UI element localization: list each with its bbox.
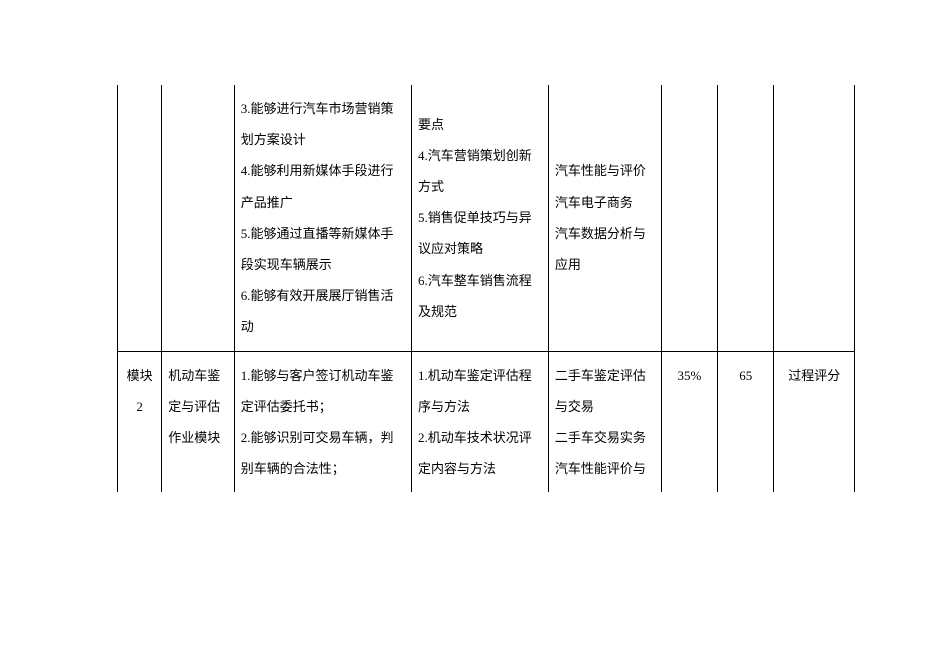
percentage-cell [661, 85, 717, 351]
table-row: 模块2 机动车鉴定与评估作业模块 1.能够与客户签订机动车鉴定评估委托书； 2.… [118, 351, 855, 492]
hours-cell [718, 85, 774, 351]
module-id-cell [118, 85, 162, 351]
ability-cell: 1.能够与客户签订机动车鉴定评估委托书； 2.能够识别可交易车辆，判别车辆的合法… [234, 351, 411, 492]
table-row: 3.能够进行汽车市场营销策划方案设计 4.能够利用新媒体手段进行产品推广 5.能… [118, 85, 855, 351]
ability-cell: 3.能够进行汽车市场营销策划方案设计 4.能够利用新媒体手段进行产品推广 5.能… [234, 85, 411, 351]
percentage-cell: 35% [661, 351, 717, 492]
module-id-cell: 模块2 [118, 351, 162, 492]
course-cell: 汽车性能与评价 汽车电子商务 汽车数据分析与应用 [548, 85, 661, 351]
evaluation-cell [774, 85, 855, 351]
course-cell: 二手车鉴定评估与交易 二手车交易实务 汽车性能评价与 [548, 351, 661, 492]
module-name-cell: 机动车鉴定与评估作业模块 [162, 351, 234, 492]
knowledge-cell: 要点 4.汽车营销策划创新方式 5.销售促单技巧与异议应对策略 6.汽车整车销售… [411, 85, 548, 351]
hours-cell: 65 [718, 351, 774, 492]
evaluation-cell: 过程评分 [774, 351, 855, 492]
knowledge-cell: 1.机动车鉴定评估程序与方法 2.机动车技术状况评定内容与方法 [411, 351, 548, 492]
curriculum-table: 3.能够进行汽车市场营销策划方案设计 4.能够利用新媒体手段进行产品推广 5.能… [117, 85, 855, 492]
module-name-cell [162, 85, 234, 351]
